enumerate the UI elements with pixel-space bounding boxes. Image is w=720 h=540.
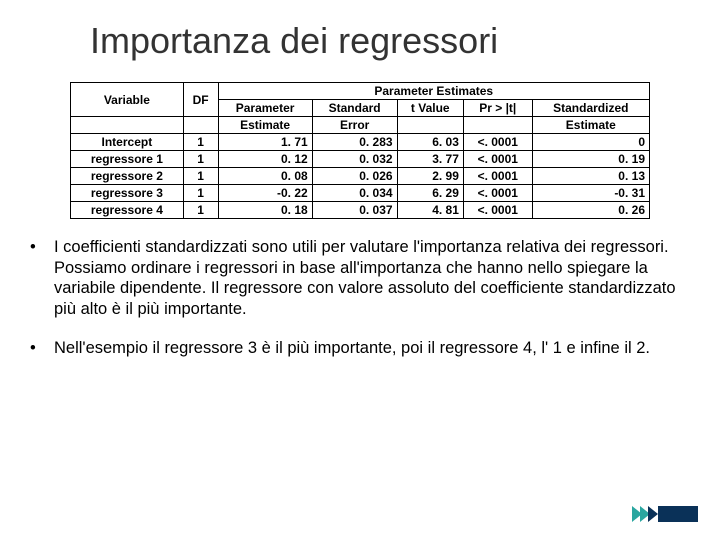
cell-variable: Intercept (71, 134, 184, 151)
table-row: regressore 1 1 0. 12 0. 032 3. 77 <. 000… (71, 151, 650, 168)
estimates-table-wrap: Variable DF Parameter Estimates Paramete… (0, 62, 720, 219)
chevron-icon (648, 506, 658, 522)
col-standard: Standard (312, 100, 397, 117)
decor-bar (658, 506, 698, 522)
cell-std: 0. 034 (312, 185, 397, 202)
cell-t: 4. 81 (397, 202, 463, 219)
col-variable: Variable (71, 83, 184, 117)
cell-variable: regressore 1 (71, 151, 184, 168)
sub-blank4 (463, 117, 532, 134)
table-row: regressore 2 1 0. 08 0. 026 2. 99 <. 000… (71, 168, 650, 185)
estimates-table: Variable DF Parameter Estimates Paramete… (70, 82, 650, 219)
sub-error: Error (312, 117, 397, 134)
cell-param: 0. 08 (218, 168, 312, 185)
cell-variable: regressore 3 (71, 185, 184, 202)
cell-t: 3. 77 (397, 151, 463, 168)
cell-param: 1. 71 (218, 134, 312, 151)
bullet-dot-icon: • (30, 338, 54, 359)
cell-std: 0. 032 (312, 151, 397, 168)
body-content: • I coefficienti standardizzati sono uti… (0, 219, 720, 358)
cell-stdz: 0. 19 (532, 151, 649, 168)
col-standardized: Standardized (532, 100, 649, 117)
cell-pr: <. 0001 (463, 185, 532, 202)
bullet-item: • I coefficienti standardizzati sono uti… (30, 237, 690, 320)
sub-blank2 (183, 117, 218, 134)
sub-estimate: Estimate (218, 117, 312, 134)
cell-std: 0. 026 (312, 168, 397, 185)
cell-pr: <. 0001 (463, 134, 532, 151)
cell-df: 1 (183, 151, 218, 168)
col-df: DF (183, 83, 218, 117)
cell-df: 1 (183, 134, 218, 151)
cell-df: 1 (183, 168, 218, 185)
table-subheader-row: Estimate Error Estimate (71, 117, 650, 134)
table-row: regressore 4 1 0. 18 0. 037 4. 81 <. 000… (71, 202, 650, 219)
cell-param: -0. 22 (218, 185, 312, 202)
cell-pr: <. 0001 (463, 168, 532, 185)
cell-t: 6. 29 (397, 185, 463, 202)
bullet-dot-icon: • (30, 237, 54, 320)
page-title: Importanza dei regressori (0, 0, 720, 62)
sub-blank3 (397, 117, 463, 134)
bullet-item: • Nell'esempio il regressore 3 è il più … (30, 338, 690, 359)
cell-stdz: -0. 31 (532, 185, 649, 202)
col-pr: Pr > |t| (463, 100, 532, 117)
sub-blank1 (71, 117, 184, 134)
cell-df: 1 (183, 202, 218, 219)
col-tvalue: t Value (397, 100, 463, 117)
cell-t: 2. 99 (397, 168, 463, 185)
cell-std: 0. 283 (312, 134, 397, 151)
cell-pr: <. 0001 (463, 202, 532, 219)
bullet-text: I coefficienti standardizzati sono utili… (54, 237, 690, 320)
sub-estimate2: Estimate (532, 117, 649, 134)
cell-param: 0. 18 (218, 202, 312, 219)
cell-param: 0. 12 (218, 151, 312, 168)
cell-t: 6. 03 (397, 134, 463, 151)
cell-stdz: 0. 26 (532, 202, 649, 219)
col-super: Parameter Estimates (218, 83, 650, 100)
cell-std: 0. 037 (312, 202, 397, 219)
table-row: regressore 3 1 -0. 22 0. 034 6. 29 <. 00… (71, 185, 650, 202)
cell-variable: regressore 4 (71, 202, 184, 219)
table-row: Intercept 1 1. 71 0. 283 6. 03 <. 0001 0 (71, 134, 650, 151)
slide-decoration (634, 506, 698, 522)
col-parameter: Parameter (218, 100, 312, 117)
bullet-text: Nell'esempio il regressore 3 è il più im… (54, 338, 690, 359)
cell-df: 1 (183, 185, 218, 202)
cell-stdz: 0 (532, 134, 649, 151)
cell-stdz: 0. 13 (532, 168, 649, 185)
cell-variable: regressore 2 (71, 168, 184, 185)
cell-pr: <. 0001 (463, 151, 532, 168)
table-super-header-row: Variable DF Parameter Estimates (71, 83, 650, 100)
